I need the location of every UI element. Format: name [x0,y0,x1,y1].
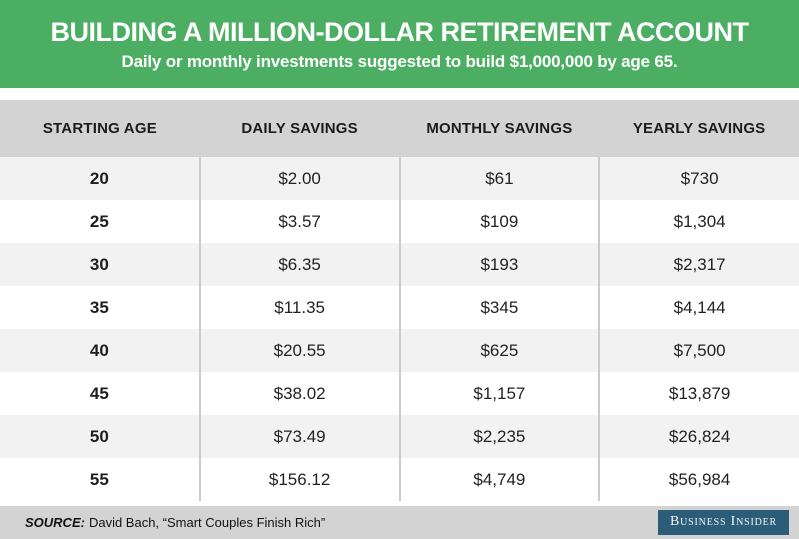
cell-starting-age: 45 [0,372,200,415]
source-note: SOURCE: David Bach, “Smart Couples Finish… [25,515,325,530]
cell-monthly-savings: $61 [398,157,600,200]
table-row: 40 $20.55 $625 $7,500 [0,329,799,372]
cell-monthly-savings: $345 [398,286,600,329]
column-header-monthly-savings: MONTHLY SAVINGS [399,100,600,157]
banner-table-divider [0,88,799,100]
cell-starting-age: 50 [0,415,200,458]
table-row: 30 $6.35 $193 $2,317 [0,243,799,286]
cell-daily-savings: $6.35 [198,243,400,286]
cell-monthly-savings: $1,157 [398,372,600,415]
column-header-starting-age: STARTING AGE [0,100,200,157]
source-label: SOURCE: [25,515,85,530]
table-row: 35 $11.35 $345 $4,144 [0,286,799,329]
column-header-daily-savings: DAILY SAVINGS [199,100,400,157]
table-row: 45 $38.02 $1,157 $13,879 [0,372,799,415]
table-row: 25 $3.57 $109 $1,304 [0,200,799,243]
cell-yearly-savings: $26,824 [598,415,799,458]
cell-yearly-savings: $7,500 [598,329,799,372]
business-insider-logo: Business Insider [658,509,789,536]
cell-starting-age: 35 [0,286,200,329]
table-footer-divider [0,501,799,506]
cell-yearly-savings: $730 [598,157,799,200]
cell-daily-savings: $156.12 [198,458,400,501]
source-text: David Bach, “Smart Couples Finish Rich” [88,515,326,530]
banner: BUILDING A MILLION-DOLLAR RETIREMENT ACC… [0,0,799,88]
cell-yearly-savings: $1,304 [598,200,799,243]
cell-starting-age: 55 [0,458,200,501]
cell-starting-age: 25 [0,200,200,243]
cell-monthly-savings: $2,235 [398,415,600,458]
cell-starting-age: 30 [0,243,200,286]
cell-daily-savings: $2.00 [198,157,400,200]
table-row: 55 $156.12 $4,749 $56,984 [0,458,799,501]
table-header-row: STARTING AGE DAILY SAVINGS MONTHLY SAVIN… [0,100,799,157]
cell-daily-savings: $11.35 [198,286,400,329]
cell-daily-savings: $73.49 [198,415,400,458]
cell-monthly-savings: $625 [398,329,600,372]
cell-daily-savings: $38.02 [198,372,400,415]
cell-yearly-savings: $2,317 [598,243,799,286]
page-subtitle: Daily or monthly investments suggested t… [121,52,678,72]
footer: SOURCE: David Bach, “Smart Couples Finish… [0,506,799,539]
cell-yearly-savings: $13,879 [598,372,799,415]
savings-table: STARTING AGE DAILY SAVINGS MONTHLY SAVIN… [0,100,799,501]
cell-daily-savings: $20.55 [198,329,400,372]
column-header-yearly-savings: YEARLY SAVINGS [599,100,799,157]
cell-starting-age: 20 [0,157,200,200]
page-title: BUILDING A MILLION-DOLLAR RETIREMENT ACC… [50,16,749,47]
cell-monthly-savings: $4,749 [398,458,600,501]
cell-yearly-savings: $4,144 [598,286,799,329]
cell-monthly-savings: $109 [398,200,600,243]
table-row: 20 $2.00 $61 $730 [0,157,799,200]
cell-starting-age: 40 [0,329,200,372]
table-row: 50 $73.49 $2,235 $26,824 [0,415,799,458]
cell-monthly-savings: $193 [398,243,600,286]
cell-yearly-savings: $56,984 [598,458,799,501]
cell-daily-savings: $3.57 [198,200,400,243]
